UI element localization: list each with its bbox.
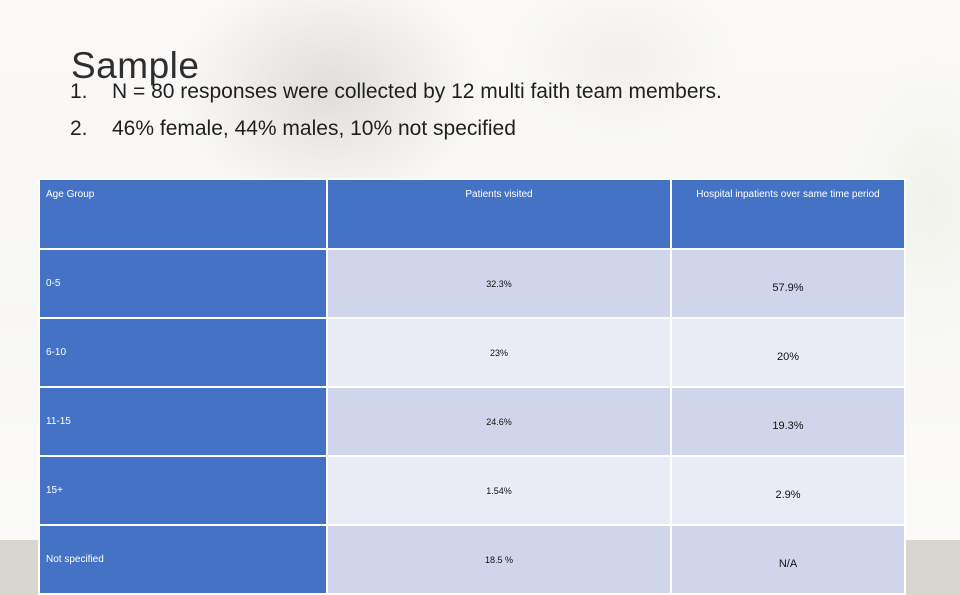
age-group-cell: 6-10 (38, 317, 328, 388)
bullet-list: 1. N = 80 responses were collected by 12… (70, 78, 722, 152)
bullet-text: N = 80 responses were collected by 12 mu… (112, 80, 722, 103)
table-row: 11-15 24.6% 19.3% (38, 386, 906, 457)
header-patients-visited: Patients visited (326, 178, 672, 250)
age-group-cell: Not specified (38, 524, 328, 595)
patients-visited-cell: 18.5 % (326, 524, 672, 595)
age-group-table: Age Group Patients visited Hospital inpa… (38, 178, 906, 595)
inpatients-cell: 19.3% (670, 386, 906, 457)
header-hospital-inpatients: Hospital inpatients over same time perio… (670, 178, 906, 250)
patients-visited-cell: 1.54% (326, 455, 672, 526)
bullet-item: 1. N = 80 responses were collected by 12… (70, 78, 722, 115)
bullet-number: 2. (70, 117, 88, 140)
bullet-number: 1. (70, 80, 88, 103)
inpatients-cell: 2.9% (670, 455, 906, 526)
table-header-row: Age Group Patients visited Hospital inpa… (38, 178, 906, 250)
header-age-group: Age Group (38, 178, 328, 250)
table-row: 15+ 1.54% 2.9% (38, 455, 906, 526)
bullet-item: 2. 46% female, 44% males, 10% not specif… (70, 115, 722, 152)
table-row: Not specified 18.5 % N/A (38, 524, 906, 595)
inpatients-cell: N/A (670, 524, 906, 595)
patients-visited-cell: 24.6% (326, 386, 672, 457)
slide-title: Sample (71, 44, 200, 86)
age-group-cell: 15+ (38, 455, 328, 526)
bullet-text: 46% female, 44% males, 10% not specified (112, 117, 516, 140)
patients-visited-cell: 32.3% (326, 248, 672, 319)
inpatients-cell: 20% (670, 317, 906, 388)
table-row: 0-5 32.3% 57.9% (38, 248, 906, 319)
table-row: 6-10 23% 20% (38, 317, 906, 388)
inpatients-cell: 57.9% (670, 248, 906, 319)
patients-visited-cell: 23% (326, 317, 672, 388)
age-group-cell: 11-15 (38, 386, 328, 457)
age-group-cell: 0-5 (38, 248, 328, 319)
